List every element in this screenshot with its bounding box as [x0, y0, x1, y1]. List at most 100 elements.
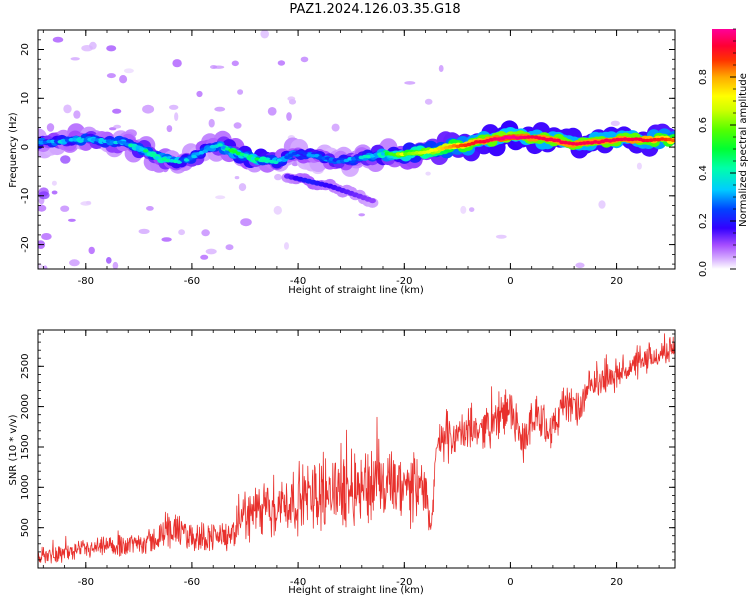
- colorbar-tick-label: 0.8: [698, 69, 709, 85]
- heatmap-noise-cell: [52, 36, 64, 43]
- x-tick-label: -80: [78, 577, 94, 588]
- heatmap-noise-cell: [88, 246, 95, 255]
- heatmap-noise-cell: [610, 120, 620, 127]
- x-tick-label: 0: [507, 577, 513, 588]
- heatmap-ridge-cell: [368, 198, 376, 204]
- x-tick-label: -20: [396, 577, 412, 588]
- snr-x-axis: -80 -60 -40 -20 0 20: [42, 330, 660, 588]
- heatmap-ridge-cell: [202, 149, 208, 153]
- heatmap-noise-cell: [60, 155, 71, 164]
- snr-y-axis: 500 1000 1500 2000 2500: [20, 333, 675, 569]
- heatmap-noise-cell: [146, 206, 154, 211]
- heatmap-noise-cell: [274, 173, 282, 181]
- x-tick-label: -20: [396, 276, 412, 287]
- y-tick-label: 2500: [20, 354, 31, 379]
- heatmap-ridge-cell: [232, 149, 238, 154]
- heatmap-ridge-cell: [217, 143, 223, 147]
- heatmap-ridge-cell: [150, 152, 156, 157]
- heatmap-noise-cell: [112, 108, 122, 114]
- colorbar-axis: 0.0 0.2 0.4 0.6 0.8: [698, 28, 736, 277]
- heatmap-noise-cell: [300, 56, 309, 63]
- heatmap-noise-cell: [106, 73, 116, 79]
- heatmap-ridge-cell: [273, 160, 279, 165]
- heatmap-noise-cell: [238, 183, 247, 192]
- heatmap-noise-cell: [70, 57, 80, 61]
- snr-panel: -80 -60 -40 -20 0 20 500 1000 1500 2000 2500 Heig…: [8, 329, 676, 596]
- x-tick-label: -60: [184, 577, 200, 588]
- heatmap-noise-cell: [196, 90, 203, 98]
- heatmap-noise-cell: [200, 254, 209, 260]
- heatmap-noise-cell: [225, 244, 234, 251]
- heatmap-noise-cell: [68, 218, 76, 222]
- heatmap-x-axis: -80 -60 -40 -20 0 20: [42, 30, 660, 287]
- heatmap-ridge-cell: [670, 138, 675, 143]
- heatmap-ridge-cell: [284, 155, 290, 160]
- heatmap-noise-cell: [240, 218, 252, 227]
- y-tick-label: -10: [20, 188, 31, 204]
- heatmap-noise-cell: [51, 180, 57, 186]
- y-tick-label: 10: [20, 92, 31, 105]
- heatmap-noise-cell: [231, 60, 239, 67]
- heatmap-noise-cell: [60, 205, 70, 212]
- x-tick-label: -40: [290, 276, 306, 287]
- x-tick-label: -60: [184, 276, 200, 287]
- heatmap-noise-cell: [172, 59, 182, 68]
- heatmap-noise-cell: [210, 65, 218, 69]
- heatmap-noise-cell: [63, 104, 72, 114]
- heatmap-noise-cell: [469, 207, 475, 213]
- heatmap-noise-cell: [106, 45, 117, 52]
- heatmap-noise-cell: [161, 237, 172, 242]
- heatmap-noise-cell: [205, 248, 217, 255]
- heatmap-noise-cell: [438, 65, 444, 72]
- heatmap-noise-cell: [51, 190, 58, 195]
- heatmap-noise-cell: [267, 107, 277, 116]
- heatmap-noise-cell: [495, 234, 507, 239]
- heatmap-noise-cell: [575, 262, 585, 269]
- heatmap-noise-cell: [123, 68, 134, 74]
- heatmap-frame: [37, 29, 676, 270]
- heatmap-noise-cell: [169, 104, 179, 110]
- y-tick-label: 500: [20, 518, 31, 537]
- heatmap-noise-cell: [286, 112, 292, 121]
- heatmap-noise-cell: [460, 205, 467, 214]
- y-tick-label: 0: [20, 144, 31, 150]
- heatmap-noise-cell: [41, 233, 52, 240]
- heatmap-noise-cell: [598, 200, 606, 209]
- heatmap-noise-cell: [358, 213, 366, 217]
- colorbar-tick-label: 0.6: [698, 117, 709, 133]
- x-tick-label: 0: [507, 276, 513, 287]
- y-tick-label: 20: [20, 43, 31, 56]
- y-tick-label: -20: [20, 236, 31, 252]
- heatmap-noise-cell: [214, 106, 226, 112]
- heatmap-x-label: Height of straight line (km): [288, 285, 424, 296]
- heatmap-noise-cell: [174, 112, 179, 121]
- heatmap-noise-cell: [166, 125, 173, 133]
- heatmap-noise-cell: [201, 229, 210, 237]
- heatmap-noise-cell: [284, 242, 289, 250]
- snr-series-line: [38, 333, 675, 564]
- heatmap-noise-cell: [234, 176, 240, 180]
- chart-title: PAZ1.2024.126.03.35.G18: [289, 2, 461, 17]
- heatmap-ridge-cell: [135, 145, 142, 149]
- heatmap-noise-cell: [119, 75, 128, 84]
- heatmap-ridge: [38, 120, 675, 177]
- y-tick-label: 1500: [20, 434, 31, 459]
- heatmap-secondary-ridge: [281, 172, 379, 208]
- heatmap-noise-cell: [404, 81, 416, 85]
- heatmap-noise-cell: [38, 263, 43, 269]
- heatmap-noise-cell: [178, 229, 186, 236]
- snr-frame: [37, 329, 676, 569]
- colorbar-tick-label: 0.4: [698, 165, 709, 181]
- x-tick-label: 20: [610, 577, 623, 588]
- heatmap-noise-cell: [260, 30, 269, 39]
- heatmap-noise-cell: [73, 110, 81, 119]
- heatmap-noise-cell: [81, 45, 93, 52]
- heatmap-noise-cell: [636, 162, 642, 170]
- heatmap-noise-cell: [38, 204, 47, 212]
- heatmap-noise-cell: [208, 118, 215, 128]
- colorbar-tick-label: 0.0: [698, 261, 709, 277]
- colorbar-tick-label: 0.2: [698, 213, 709, 229]
- heatmap-noise-cell: [237, 89, 244, 95]
- heatmap-noise-cell: [142, 104, 155, 114]
